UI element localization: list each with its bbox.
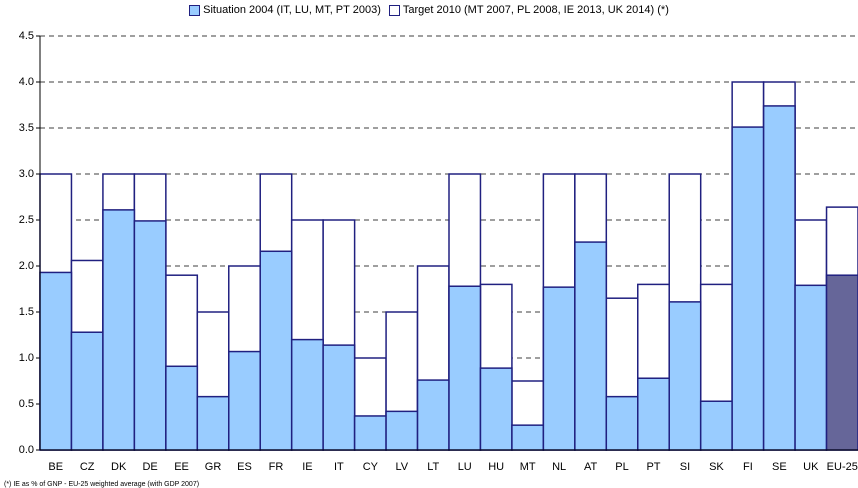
y-tick-label: 0.0 bbox=[19, 444, 34, 456]
y-tick-label: 4.0 bbox=[19, 76, 34, 88]
bar bbox=[353, 415, 387, 451]
x-tick-label: BE bbox=[48, 461, 63, 473]
bar bbox=[39, 271, 73, 451]
legend-item: Target 2010 (MT 2007, PL 2008, IE 2013, … bbox=[388, 4, 669, 16]
bar bbox=[825, 274, 858, 451]
x-tick-label: LT bbox=[427, 461, 439, 473]
legend-label: Target 2010 (MT 2007, PL 2008, IE 2013, … bbox=[402, 4, 669, 16]
bar bbox=[731, 126, 765, 451]
y-tick-label: 0.5 bbox=[19, 398, 34, 410]
legend-swatch bbox=[189, 4, 201, 16]
x-tick-label: EE bbox=[174, 461, 189, 473]
x-tick-label: LU bbox=[458, 461, 472, 473]
bar bbox=[762, 105, 796, 451]
y-tick-label: 1.0 bbox=[19, 352, 34, 364]
legend-item: Situation 2004 (IT, LU, MT, PT 2003) bbox=[189, 4, 381, 16]
bar bbox=[165, 365, 199, 451]
x-tick-label: SK bbox=[709, 461, 724, 473]
bar bbox=[290, 338, 324, 451]
bar bbox=[322, 344, 356, 451]
legend: Situation 2004 (IT, LU, MT, PT 2003) Tar… bbox=[0, 4, 858, 16]
x-tick-label: GR bbox=[205, 461, 222, 473]
bar bbox=[259, 250, 293, 451]
bar bbox=[196, 395, 230, 451]
bar bbox=[133, 220, 167, 451]
bar bbox=[385, 410, 419, 451]
bar bbox=[542, 286, 576, 451]
y-tick-label: 2.0 bbox=[19, 260, 34, 272]
bar bbox=[668, 301, 702, 451]
x-tick-label: CY bbox=[363, 461, 379, 473]
x-tick-label: DK bbox=[111, 461, 127, 473]
x-tick-label: AT bbox=[584, 461, 598, 473]
y-tick-label: 2.5 bbox=[19, 214, 34, 226]
bar bbox=[605, 395, 639, 451]
y-tick-label: 1.5 bbox=[19, 306, 34, 318]
bar bbox=[416, 379, 450, 451]
footnote: (*) IE as % of GNP - EU-25 weighted aver… bbox=[4, 481, 199, 488]
x-tick-label: NL bbox=[552, 461, 566, 473]
y-tick-label: 3.5 bbox=[19, 122, 34, 134]
bar bbox=[794, 284, 828, 451]
bar bbox=[102, 209, 136, 451]
x-tick-label: HU bbox=[488, 461, 504, 473]
bar bbox=[228, 350, 261, 451]
x-tick-label: FI bbox=[743, 461, 753, 473]
legend-swatch bbox=[388, 4, 400, 16]
x-tick-label: EU-25 bbox=[827, 461, 858, 473]
bar bbox=[574, 241, 608, 451]
x-tick-label: MT bbox=[520, 461, 536, 473]
bar bbox=[479, 367, 513, 451]
x-tick-label: ES bbox=[237, 461, 252, 473]
y-tick-label: 4.5 bbox=[19, 30, 34, 42]
bar bbox=[511, 424, 545, 451]
x-tick-label: CZ bbox=[80, 461, 95, 473]
bar bbox=[70, 331, 104, 451]
x-tick-label: PL bbox=[615, 461, 628, 473]
bar bbox=[448, 285, 482, 451]
x-tick-label: UK bbox=[803, 461, 819, 473]
legend-label: Situation 2004 (IT, LU, MT, PT 2003) bbox=[203, 4, 381, 16]
bar bbox=[637, 377, 670, 451]
x-tick-label: IT bbox=[334, 461, 344, 473]
x-tick-label: LV bbox=[395, 461, 408, 473]
x-tick-label: PT bbox=[646, 461, 660, 473]
bar bbox=[699, 400, 733, 451]
x-tick-label: FR bbox=[269, 461, 284, 473]
x-tick-label: IE bbox=[302, 461, 312, 473]
x-tick-label: SI bbox=[680, 461, 690, 473]
x-tick-label: SE bbox=[772, 461, 787, 473]
y-tick-label: 3.0 bbox=[19, 168, 34, 180]
x-tick-label: DE bbox=[142, 461, 157, 473]
